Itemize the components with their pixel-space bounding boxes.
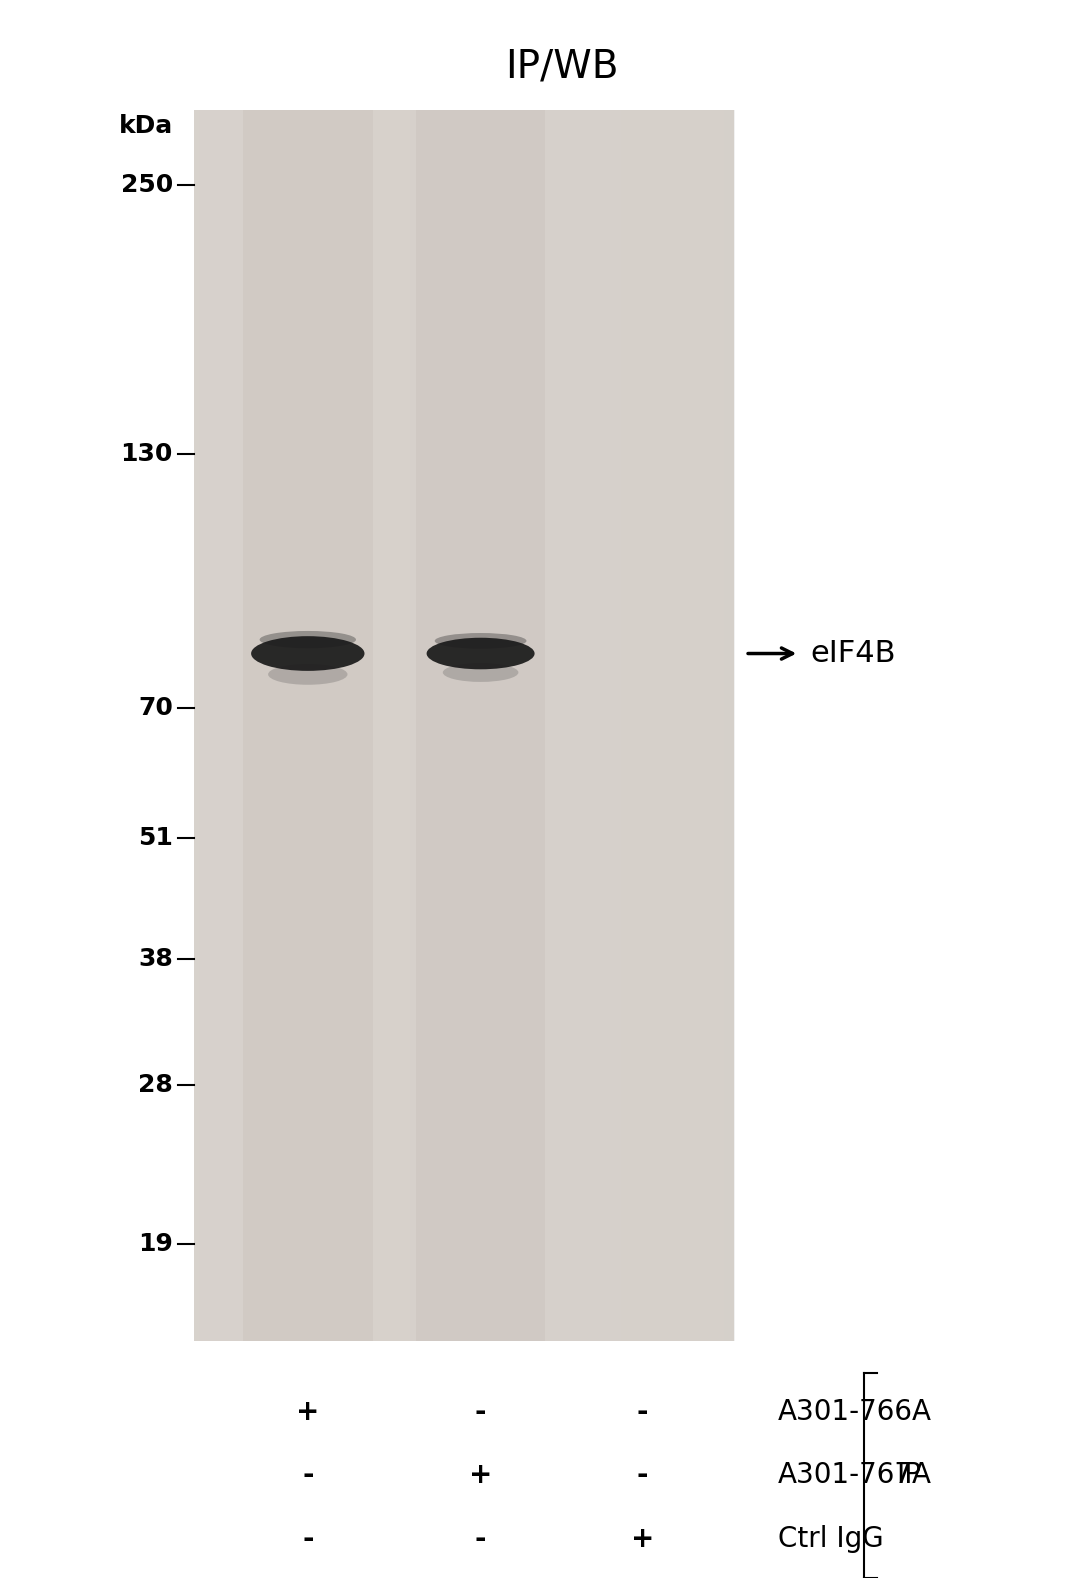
Text: -: - bbox=[475, 1398, 486, 1427]
Ellipse shape bbox=[443, 663, 518, 682]
Text: +: + bbox=[469, 1461, 492, 1490]
Text: -: - bbox=[475, 1524, 486, 1553]
Ellipse shape bbox=[435, 633, 527, 649]
Text: IP/WB: IP/WB bbox=[504, 47, 619, 85]
Text: -: - bbox=[302, 1461, 313, 1490]
Text: eIF4B: eIF4B bbox=[810, 639, 895, 667]
Text: 28: 28 bbox=[138, 1073, 173, 1097]
Ellipse shape bbox=[427, 638, 535, 669]
Text: kDa: kDa bbox=[119, 114, 173, 137]
Text: A301-766A: A301-766A bbox=[778, 1398, 932, 1427]
Text: 51: 51 bbox=[138, 827, 173, 851]
Text: -: - bbox=[637, 1398, 648, 1427]
Bar bbox=[243, 110, 373, 1341]
Text: IP: IP bbox=[896, 1461, 921, 1490]
Text: 70: 70 bbox=[138, 696, 173, 721]
Text: -: - bbox=[302, 1524, 313, 1553]
Text: Ctrl IgG: Ctrl IgG bbox=[778, 1524, 883, 1553]
Bar bbox=[416, 110, 545, 1341]
Text: A301-767A: A301-767A bbox=[778, 1461, 932, 1490]
Ellipse shape bbox=[251, 636, 365, 671]
Text: 130: 130 bbox=[121, 442, 173, 466]
Bar bbox=[194, 110, 734, 1341]
Text: 250: 250 bbox=[121, 174, 173, 197]
Text: -: - bbox=[637, 1461, 648, 1490]
Ellipse shape bbox=[268, 664, 348, 685]
Ellipse shape bbox=[259, 631, 356, 649]
Text: +: + bbox=[631, 1524, 654, 1553]
Text: 38: 38 bbox=[138, 947, 173, 972]
Text: 19: 19 bbox=[138, 1232, 173, 1256]
Text: +: + bbox=[296, 1398, 320, 1427]
